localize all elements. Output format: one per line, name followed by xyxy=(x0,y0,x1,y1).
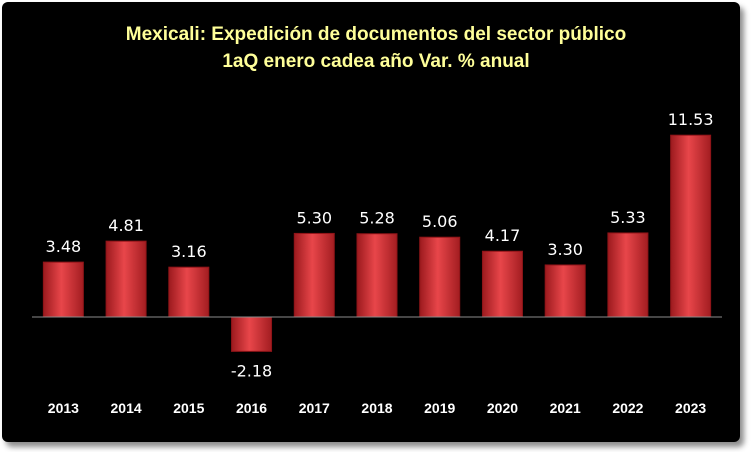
bars-layer xyxy=(42,134,712,352)
category-label-2016: 2016 xyxy=(236,400,267,416)
bar-2018 xyxy=(356,233,398,318)
value-label-2023: 11.53 xyxy=(668,110,714,129)
bar-2016 xyxy=(231,316,273,352)
category-label-2020: 2020 xyxy=(487,400,518,416)
value-label-2014: 4.81 xyxy=(108,216,144,235)
value-label-2020: 4.17 xyxy=(485,226,521,245)
bar-2019 xyxy=(419,236,461,318)
bar-2023 xyxy=(670,134,712,318)
category-label-2023: 2023 xyxy=(675,400,706,416)
value-label-2022: 5.33 xyxy=(610,208,646,227)
value-label-2013: 3.48 xyxy=(46,237,82,256)
value-label-2016: -2.18 xyxy=(231,361,272,380)
value-label-2018: 5.28 xyxy=(359,209,395,228)
bar-2013 xyxy=(42,261,84,318)
bar-2017 xyxy=(293,232,335,318)
value-label-2019: 5.06 xyxy=(422,212,458,231)
category-label-2017: 2017 xyxy=(299,400,330,416)
category-label-2014: 2014 xyxy=(111,400,142,416)
category-label-2022: 2022 xyxy=(612,400,643,416)
bar-2015 xyxy=(168,266,210,318)
labels-layer: 3.48 2013 4.81 2014 3.16 2015 -2.18 2016 5.30 201… xyxy=(46,110,714,416)
category-label-2013: 2013 xyxy=(48,400,79,416)
category-label-2018: 2018 xyxy=(361,400,392,416)
bar-2022 xyxy=(607,232,649,318)
bar-2020 xyxy=(481,250,523,318)
category-label-2015: 2015 xyxy=(173,400,204,416)
value-label-2015: 3.16 xyxy=(171,242,207,261)
value-label-2021: 3.30 xyxy=(547,240,583,259)
chart-frame xyxy=(2,2,740,442)
bar-2021 xyxy=(544,264,586,318)
chart-title: Mexicali: Expedición de documentos del s… xyxy=(126,24,626,45)
value-label-2017: 5.30 xyxy=(296,208,332,227)
chart-subtitle: 1aQ enero cadea año Var. % anual xyxy=(222,51,529,72)
category-label-2021: 2021 xyxy=(550,400,581,416)
category-label-2019: 2019 xyxy=(424,400,455,416)
bar-2014 xyxy=(105,240,147,318)
